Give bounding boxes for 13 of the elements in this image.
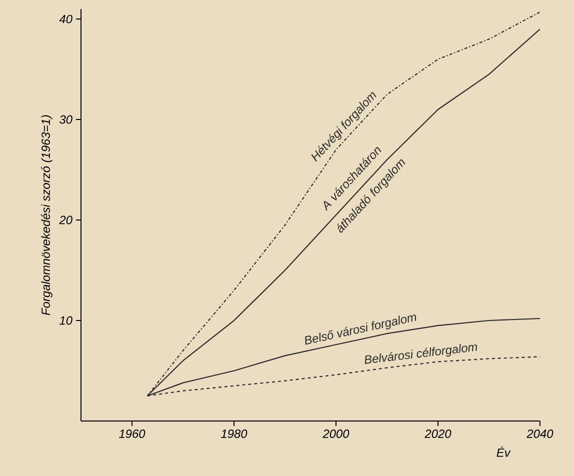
x-tick-label: 1980 — [221, 430, 248, 438]
x-tick-label: 2000 — [322, 430, 350, 438]
x-axis-title: Év — [496, 446, 511, 457]
x-tick-label: 2040 — [526, 430, 554, 438]
y-axis-title: Forgalomnövekedési szorzó (1963=1) — [41, 115, 52, 316]
y-tick-label: 30 — [59, 115, 72, 124]
text: Belvárosi célforgalom — [364, 344, 477, 364]
text: Belső városi forgalom — [305, 314, 416, 345]
y-tick-label: 10 — [60, 316, 72, 325]
x-tick-label: 1960 — [119, 430, 146, 438]
y-tick-label: 20 — [59, 216, 72, 224]
y-tick-label: 40 — [59, 14, 72, 24]
x-tick-label: 2020 — [424, 430, 452, 438]
